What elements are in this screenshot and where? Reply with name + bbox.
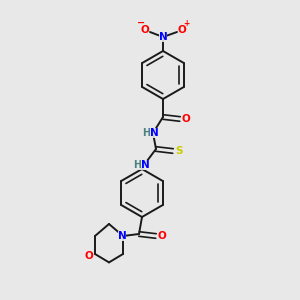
Text: O: O	[85, 251, 93, 261]
Text: N: N	[150, 128, 158, 138]
Text: N: N	[141, 160, 149, 170]
Text: O: O	[158, 231, 166, 241]
Text: −: −	[137, 18, 145, 28]
Text: +: +	[183, 19, 189, 28]
Text: O: O	[182, 114, 190, 124]
Text: N: N	[159, 32, 167, 42]
Text: H: H	[142, 128, 150, 138]
Text: O: O	[178, 25, 186, 35]
Text: N: N	[118, 231, 126, 241]
Text: S: S	[175, 146, 183, 156]
Text: H: H	[133, 160, 141, 170]
Text: O: O	[141, 25, 149, 35]
